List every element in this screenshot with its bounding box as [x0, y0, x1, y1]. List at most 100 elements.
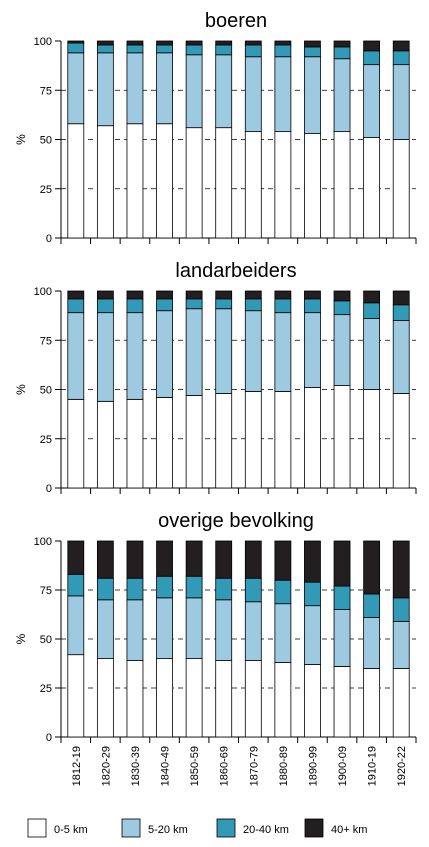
bar-segment-5-20-km-1890-99	[304, 56, 321, 134]
bar-segment-40-km-1920-22	[392, 540, 410, 599]
bar-segment-0-5-km-1870-79	[244, 391, 262, 489]
bar-segment-5-20-km-1880-89	[274, 56, 292, 133]
bar-segment-40-km-1870-79	[244, 290, 262, 300]
y-tick-label: 25	[40, 434, 52, 446]
bar-segment-0-5-km-1870-79	[244, 131, 262, 239]
legend-label: 20-40 km	[243, 824, 289, 836]
bar-segment-40-km-1850-59	[185, 540, 203, 577]
bar-segment-5-20-km-1820-29	[96, 52, 114, 127]
bar-segment-40-km-1890-99	[304, 540, 321, 583]
bar-segment-5-20-km-1880-89	[274, 603, 292, 663]
bar-segment-40-km-1820-29	[96, 540, 114, 579]
bar-segment-5-20-km-1870-79	[244, 310, 262, 392]
x-category-label: 1880-89	[278, 746, 290, 786]
legend-label: 40+ km	[331, 824, 367, 836]
x-category-label: 1812-19	[71, 746, 83, 786]
bar-segment-5-20-km-1890-99	[304, 312, 321, 388]
bar-segment-20-40-km-1830-39	[126, 44, 144, 54]
bar-segment-5-20-km-1890-99	[304, 605, 321, 665]
bar-segment-40-km-1900-09	[333, 540, 351, 587]
bar-segment-5-20-km-1870-79	[244, 56, 262, 133]
bar-segment-0-5-km-1850-59	[185, 127, 203, 239]
bar-segment-40-km-1890-99	[304, 40, 321, 48]
bar-segment-5-20-km-1850-59	[185, 54, 203, 129]
bar-segment-40-km-1840-49	[156, 40, 173, 46]
y-tick-label: 75	[40, 85, 52, 97]
bar-segment-40-km-1850-59	[185, 290, 203, 300]
bar-segment-5-20-km-1850-59	[185, 597, 203, 660]
bar-segment-20-40-km-1890-99	[304, 581, 321, 607]
bar-segment-40-km-1870-79	[244, 40, 262, 46]
bar-segment-20-40-km-1812-19	[67, 573, 85, 597]
y-tick-label: 75	[40, 335, 52, 347]
bar-segment-40-km-1812-19	[67, 540, 85, 575]
bar-segment-20-40-km-1850-59	[185, 44, 203, 56]
bar-segment-0-5-km-1840-49	[156, 658, 173, 738]
x-category-label: 1890-99	[307, 746, 319, 786]
bar-segment-0-5-km-1850-59	[185, 395, 203, 489]
bar-segment-5-20-km-1830-39	[126, 312, 144, 400]
x-category-label: 1820-29	[100, 746, 112, 786]
bar-segment-20-40-km-1830-39	[126, 577, 144, 601]
bar-segment-0-5-km-1830-39	[126, 660, 144, 738]
legend-swatch-0	[27, 818, 47, 838]
bar-segment-0-5-km-1860-69	[215, 127, 233, 239]
bar-segment-5-20-km-1910-19	[363, 64, 381, 138]
bar-segment-0-5-km-1900-09	[333, 385, 351, 489]
bar-segment-40-km-1860-69	[215, 290, 233, 300]
y-tick-label: 50	[40, 385, 52, 397]
bar-segment-40-km-1890-99	[304, 290, 321, 300]
bar-segment-40-km-1820-29	[96, 40, 114, 46]
bar-segment-40-km-1870-79	[244, 540, 262, 579]
y-tick-label: 50	[40, 634, 52, 646]
bar-segment-20-40-km-1850-59	[185, 575, 203, 599]
bar-segment-0-5-km-1830-39	[126, 398, 144, 489]
bar-segment-0-5-km-1910-19	[363, 137, 381, 239]
bar-segment-0-5-km-1880-89	[274, 662, 292, 738]
bar-segment-40-km-1830-39	[126, 540, 144, 579]
bar-segment-5-20-km-1812-19	[67, 595, 85, 656]
bar-segment-20-40-km-1840-49	[156, 298, 173, 312]
bar-segment-20-40-km-1920-22	[392, 50, 410, 66]
chart-title: overige bevolking	[158, 510, 314, 532]
bar-segment-20-40-km-1812-19	[67, 298, 85, 314]
bar-segment-5-20-km-1820-29	[96, 312, 114, 402]
bar-segment-40-km-1860-69	[215, 540, 233, 579]
bar-segment-20-40-km-1900-09	[333, 585, 351, 611]
bar-segment-40-km-1900-09	[333, 40, 351, 48]
bar-segment-20-40-km-1890-99	[304, 46, 321, 58]
y-tick-label: 0	[46, 483, 52, 495]
bar-segment-40-km-1910-19	[363, 40, 381, 52]
bar-segment-20-40-km-1900-09	[333, 46, 351, 60]
bar-segment-20-40-km-1840-49	[156, 44, 173, 54]
bar-segment-20-40-km-1860-69	[215, 577, 233, 601]
y-tick-label: 75	[40, 585, 52, 597]
y-axis-label: %	[14, 384, 28, 395]
y-tick-label: 0	[46, 732, 52, 744]
x-category-label: 1920-22	[396, 746, 408, 786]
bar-segment-20-40-km-1830-39	[126, 298, 144, 314]
bar-segment-0-5-km-1910-19	[363, 389, 381, 489]
bar-segment-0-5-km-1820-29	[96, 125, 114, 239]
y-tick-label: 100	[34, 536, 52, 548]
bar-segment-20-40-km-1910-19	[363, 50, 381, 66]
bar-segment-20-40-km-1880-89	[274, 44, 292, 58]
bar-segment-0-5-km-1840-49	[156, 396, 173, 489]
bar-segment-5-20-km-1812-19	[67, 312, 85, 400]
bar-segment-20-40-km-1880-89	[274, 298, 292, 314]
bar-segment-5-20-km-1900-09	[333, 314, 351, 386]
bar-segment-40-km-1920-22	[392, 40, 410, 52]
legend-label: 5-20 km	[148, 824, 188, 836]
y-tick-label: 25	[40, 683, 52, 695]
bar-segment-40-km-1830-39	[126, 40, 144, 46]
legend-swatch-3	[304, 818, 324, 838]
legend-swatch-2	[216, 818, 236, 838]
legend: 0-5 km 5-20 km 20-40 km 40+ km	[27, 818, 367, 838]
bar-segment-40-km-1860-69	[215, 40, 233, 46]
chart-panel-3: overige bevolking% 0 25 50 75 100 1812-19 1820-…	[14, 510, 417, 786]
bar-segment-20-40-km-1910-19	[363, 593, 381, 618]
bar-segment-40-km-1820-29	[96, 290, 114, 300]
bar-segment-40-km-1840-49	[156, 290, 173, 300]
bar-segment-5-20-km-1920-22	[392, 64, 410, 140]
bar-segment-40-km-1840-49	[156, 540, 173, 577]
